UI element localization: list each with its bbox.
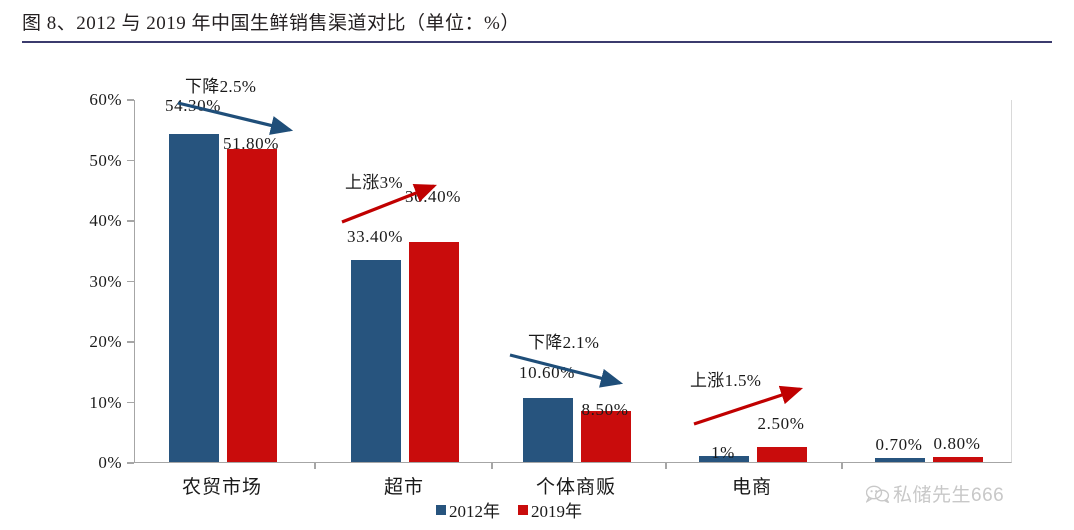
y-axis-tick-mark xyxy=(127,99,134,101)
bar-value-label: 33.40% xyxy=(346,226,404,246)
y-axis-tick-label: 30% xyxy=(89,271,122,291)
y-axis-tick-mark xyxy=(127,280,134,283)
bar-value-label: 36.40% xyxy=(404,186,462,206)
annotation-label: 上涨1.5% xyxy=(690,371,762,390)
x-axis-tick-mark xyxy=(841,462,843,469)
bar-2012年-农贸市场[interactable] xyxy=(169,133,219,462)
legend-label: 2012年 xyxy=(449,502,500,521)
y-axis-tick-label: 0% xyxy=(98,453,122,472)
watermark: 私储先生666 xyxy=(866,480,1004,507)
bar-2019年-电商[interactable] xyxy=(757,446,807,462)
y-axis-tick-label: 60% xyxy=(89,90,122,109)
y-axis-tick-mark xyxy=(127,462,134,464)
bar-2019年-农贸市场[interactable] xyxy=(227,148,277,462)
annotation-label: 下降2.5% xyxy=(185,77,257,96)
x-axis-category-label: 超市 xyxy=(383,477,425,498)
bar-value-label: 0.70% xyxy=(875,434,923,454)
bar-value-label: 10.60% xyxy=(518,362,576,382)
bar-value-label: 51.80% xyxy=(222,133,280,153)
watermark-text: 私储先生666 xyxy=(893,485,1005,506)
annotation-label: 上涨3% xyxy=(345,173,403,192)
bar-value-label: 54.30% xyxy=(164,96,222,116)
y-axis-tick-mark xyxy=(127,401,134,404)
wechat-icon xyxy=(866,485,890,503)
annotation-label: 下降2.1% xyxy=(528,333,600,352)
y-axis-tick-label: 50% xyxy=(89,150,122,170)
x-axis-tick-mark xyxy=(665,462,667,469)
bar-value-label: 0.80% xyxy=(933,434,981,454)
x-axis-category-label: 农贸市场 xyxy=(181,477,263,498)
legend-entry[interactable]: 2012年 xyxy=(436,497,500,522)
plot-area xyxy=(134,100,1012,469)
legend-label: 2019年 xyxy=(531,502,582,521)
legend-entry[interactable]: 2019年 xyxy=(518,497,582,522)
x-axis-category-label: 个体商贩 xyxy=(535,477,617,498)
bar-value-label: 8.50% xyxy=(581,399,629,419)
y-axis-tick-label: 40% xyxy=(89,211,122,230)
y-axis-tick-label: 20% xyxy=(89,332,122,351)
bar-2012年-other[interactable] xyxy=(875,457,925,462)
x-axis-tick-mark xyxy=(314,462,316,469)
bar-2019年-超市[interactable] xyxy=(409,241,459,462)
figure-title-block: 图 8、2012 与 2019 年中国生鲜销售渠道对比（单位：%） xyxy=(22,8,1052,43)
bar-2012年-个体商贩[interactable] xyxy=(523,397,573,462)
bar-2012年-超市[interactable] xyxy=(351,259,401,462)
bar-2019年-个体商贩[interactable] xyxy=(581,410,631,462)
y-axis-tick-label: 10% xyxy=(89,392,122,412)
x-axis-tick-mark xyxy=(491,462,493,469)
bar-2012年-电商[interactable] xyxy=(699,455,749,462)
bar-value-label: 1% xyxy=(711,442,735,462)
chart-legend: 2012年 2019年 xyxy=(436,497,582,522)
legend-color-swatch xyxy=(436,504,446,515)
y-axis-tick-mark xyxy=(127,341,134,343)
bar-value-label: 2.50% xyxy=(757,413,805,433)
legend-color-swatch xyxy=(518,504,528,515)
y-axis-tick-mark xyxy=(127,220,134,222)
y-axis-tick-mark xyxy=(127,159,134,162)
x-axis-category-label: 电商 xyxy=(731,477,773,498)
bar-2019年-other[interactable] xyxy=(933,457,983,462)
page-title: 图 8、2012 与 2019 年中国生鲜销售渠道对比（单位：%） xyxy=(22,13,520,34)
title-divider xyxy=(22,41,1052,43)
